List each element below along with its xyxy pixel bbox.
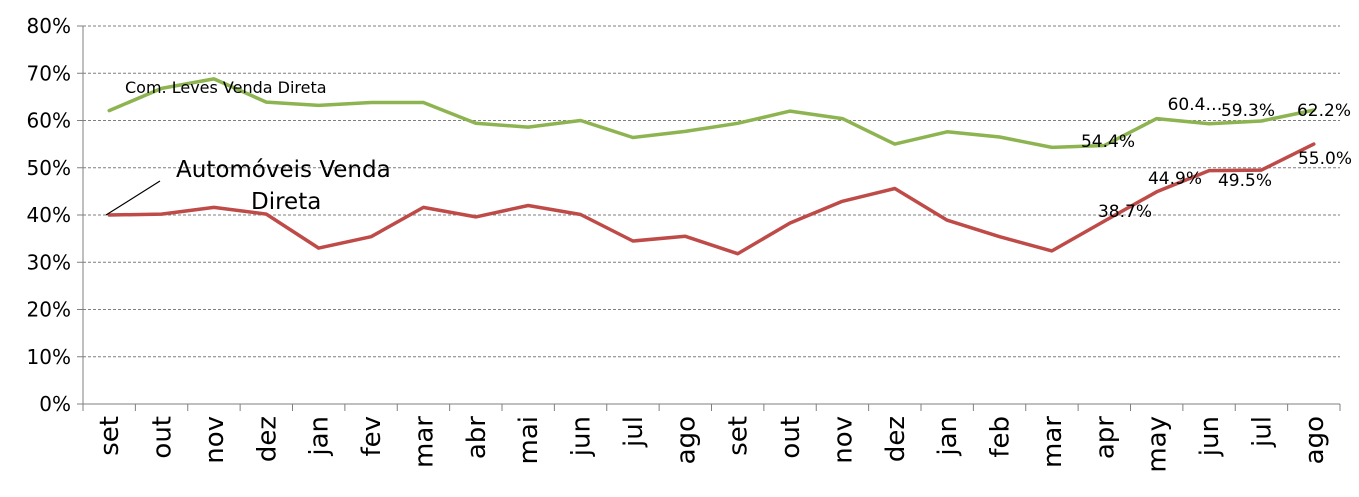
data-label: 49.5% (1218, 171, 1272, 191)
y-tick-label: 50% (27, 156, 71, 180)
x-tick-label: jun (1195, 416, 1225, 457)
x-tick-label: feb (986, 416, 1016, 458)
data-label: 38.7% (1098, 202, 1152, 222)
data-label: 60.4… (1168, 95, 1223, 115)
y-tick-label: 20% (27, 298, 71, 322)
data-label: 59.3% (1221, 101, 1275, 121)
x-tick-label: out (776, 416, 806, 459)
x-tick-label: out (148, 416, 178, 459)
x-axis: set out nov dez jan fev mar abr mai jun jul ago set o… (82, 403, 1341, 473)
y-tick-label: 40% (27, 203, 71, 227)
x-tick-label: nov (828, 416, 858, 464)
series-name-labels: Com. Leves Venda Direta Automóveis Venda… (105, 78, 391, 216)
x-tick-label: jan (933, 416, 963, 457)
series-label-automoveis-line1: Automóveis Venda (176, 157, 391, 183)
x-tick-label: nov (200, 416, 230, 464)
x-tick-label: ago (671, 416, 701, 464)
y-tick-label: 60% (27, 109, 71, 133)
y-tick-label: 0% (39, 392, 71, 416)
x-tick-label: jun (567, 416, 597, 457)
x-tick-label: jan (305, 416, 335, 457)
x-tick-label: jul (619, 416, 649, 448)
data-label: 62.2% (1297, 101, 1351, 121)
x-tick-label: apr (1090, 416, 1120, 459)
x-tick-label: jul (1247, 416, 1277, 448)
series-label-automoveis-line2: Direta (251, 189, 321, 215)
series-line-0 (107, 77, 1316, 150)
y-tick-label: 30% (27, 250, 71, 274)
x-tick-label: dez (252, 416, 282, 462)
series-label-leader-line (105, 180, 161, 216)
series-lines (107, 77, 1316, 256)
x-tick-label: ago (1300, 416, 1330, 464)
data-label: 44.9% (1148, 169, 1202, 189)
data-label: 55.0% (1298, 149, 1352, 169)
y-axis: 0% 10% 20% 30% 40% 50% 60% 70% 80% (27, 14, 84, 416)
x-tick-label: fev (357, 416, 387, 457)
y-tick-label: 10% (27, 345, 71, 369)
x-tick-label: mai (514, 416, 544, 464)
y-tick-label: 70% (27, 61, 71, 85)
data-label: 54.4% (1081, 132, 1135, 152)
y-tick-label: 80% (27, 14, 71, 38)
x-tick-label: abr (462, 416, 492, 459)
data-labels: 54.4% 60.4…59.3% 62.2% 38.7% 44.9% 49.5% 55.0% (1081, 95, 1352, 222)
series-line-1 (107, 142, 1316, 256)
x-tick-label: mar (409, 416, 439, 468)
x-tick-label: dez (881, 416, 911, 462)
x-tick-label: may (1143, 416, 1173, 473)
x-tick-label: mar (1038, 416, 1068, 468)
gridlines (83, 25, 1340, 358)
x-tick-label: set (95, 416, 125, 456)
x-tick-label: set (724, 416, 754, 456)
series-label-com-leves: Com. Leves Venda Direta (125, 78, 327, 97)
